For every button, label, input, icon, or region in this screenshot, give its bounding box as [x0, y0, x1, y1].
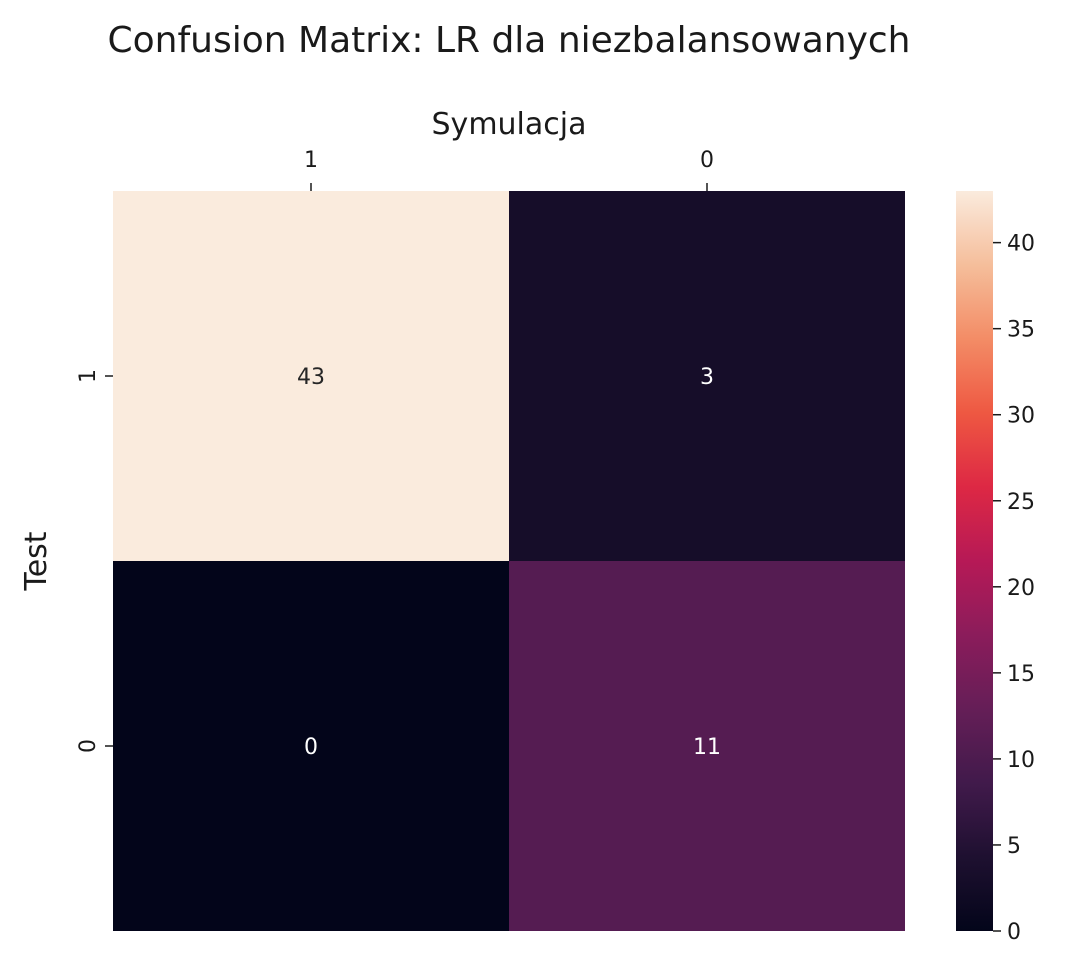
- heatmap-cells: 43 3 0 11: [113, 191, 905, 931]
- colorbar-tick-label: 25: [1007, 490, 1035, 515]
- cell-value-label: 43: [297, 365, 325, 390]
- colorbar-tick-label: 40: [1007, 232, 1035, 257]
- x-axis-label: Symulacja: [432, 107, 587, 142]
- cell-value-label: 0: [304, 735, 318, 760]
- colorbar-tick-label: 5: [1007, 834, 1021, 859]
- colorbar-tick-label: 15: [1007, 662, 1035, 687]
- colorbar-gradient: [956, 191, 993, 931]
- colorbar-tick-label: 10: [1007, 748, 1035, 773]
- cell-value-label: 3: [700, 365, 714, 390]
- colorbar-tick-label: 20: [1007, 576, 1035, 601]
- y-axis-ticks: 10: [76, 369, 113, 753]
- x-tick-label: 1: [304, 148, 318, 173]
- y-tick-label: 1: [76, 369, 101, 383]
- colorbar-tick-label: 30: [1007, 404, 1035, 429]
- colorbar-ticks: 0 5 10 15 20 25 30 35 40: [993, 232, 1035, 945]
- colorbar-tick-label: 0: [1007, 920, 1021, 945]
- y-tick-label: 0: [76, 739, 101, 753]
- colorbar-tick-label: 35: [1007, 318, 1035, 343]
- cell-value-label: 11: [693, 735, 721, 760]
- heatmap-cell: [113, 561, 509, 931]
- heatmap-cell: [113, 191, 509, 561]
- heatmap-cell: [509, 561, 905, 931]
- heatmap-cell: [509, 191, 905, 561]
- chart-title: Confusion Matrix: LR dla niezbalansowany…: [108, 20, 911, 61]
- y-axis-label: Test: [19, 531, 54, 591]
- x-tick-label: 0: [700, 148, 714, 173]
- colorbar: 0 5 10 15 20 25 30 35 40: [956, 191, 1035, 945]
